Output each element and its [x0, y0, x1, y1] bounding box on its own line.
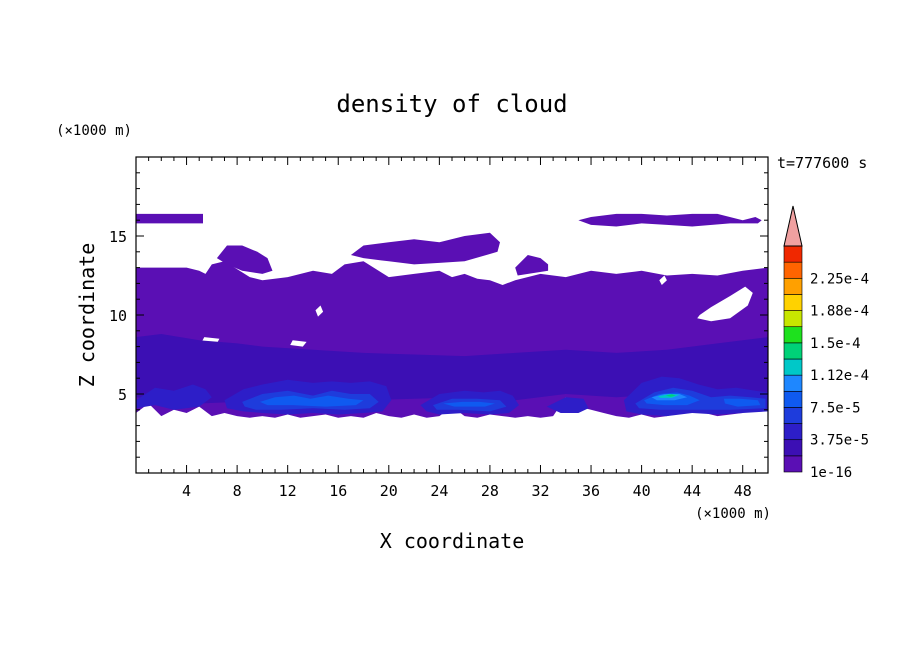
- colorbar-swatch: [783, 294, 803, 311]
- colorbar-swatch: [783, 326, 803, 344]
- x-axis-ticks: 4 8 12 16 20 24 28 32 36 40 44 48: [148, 157, 756, 500]
- x-unit-label: (×1000 m): [695, 506, 771, 522]
- y-axis-label: Z coordinate: [75, 243, 99, 388]
- colorbar-swatch: [783, 423, 803, 441]
- colorbar-label: 1.5e-4: [810, 336, 861, 352]
- x-tick-label: 4: [182, 482, 191, 500]
- x-axis-label: X coordinate: [380, 529, 525, 553]
- cloud-region-level-4: [443, 401, 495, 407]
- y-axis-ticks: 5 10 15: [109, 172, 768, 458]
- x-tick-label: 40: [633, 482, 651, 500]
- colorbar-label: 1e-16: [810, 465, 852, 481]
- colorbar-swatch: [783, 390, 803, 408]
- colorbar-swatch: [783, 455, 803, 473]
- cloud-region-level-7: [665, 394, 676, 397]
- colorbar-label: 1.12e-4: [810, 368, 869, 384]
- clear-sky-gap: [315, 305, 324, 317]
- clear-sky-gap: [659, 275, 667, 285]
- x-tick-label: 28: [481, 482, 499, 500]
- cloud-density-contours: [136, 213, 768, 418]
- x-tick-label: 36: [582, 482, 600, 500]
- cloud-region-level-0: [216, 245, 273, 274]
- colorbar: 1e-16 3.75e-5 7.5e-5 1.12e-4 1.5e-4 1.88e-4 2.…: [783, 205, 869, 481]
- y-tick-label: 10: [109, 307, 127, 325]
- cloud-region-level-2: [546, 397, 589, 413]
- y-tick-label: 5: [118, 386, 127, 404]
- colorbar-label: 1.88e-4: [810, 304, 869, 320]
- cloud-region-level-2: [136, 384, 212, 410]
- time-label: t=777600 s: [777, 154, 867, 172]
- colorbar-swatch: [783, 342, 803, 360]
- cloud-region-level-4: [259, 395, 364, 407]
- clear-sky-gap: [290, 340, 307, 347]
- colorbar-swatch: [783, 374, 803, 392]
- colorbar-swatch: [783, 358, 803, 376]
- cloud-region-level-4: [723, 398, 761, 407]
- colorbar-label: 2.25e-4: [810, 271, 869, 287]
- colorbar-swatch: [783, 439, 803, 457]
- cloud-region-level-0: [515, 255, 549, 276]
- colorbar-swatch: [783, 277, 803, 295]
- cloud-region-level-0: [136, 213, 203, 224]
- chart-title: density of cloud: [336, 90, 567, 118]
- x-tick-label: 32: [531, 482, 549, 500]
- x-tick-label: 24: [430, 482, 448, 500]
- x-tick-label: 16: [329, 482, 347, 500]
- x-tick-label: 20: [380, 482, 398, 500]
- colorbar-swatch: [783, 407, 803, 424]
- x-tick-label: 8: [233, 482, 242, 500]
- y-tick-label: 15: [109, 228, 127, 246]
- colorbar-label: 3.75e-5: [810, 433, 869, 449]
- cloud-region-level-0: [350, 232, 500, 265]
- colorbar-swatch: [783, 310, 803, 328]
- x-tick-label: 12: [279, 482, 297, 500]
- colorbar-label: 7.5e-5: [810, 400, 861, 416]
- colorbar-swatch: [783, 261, 803, 279]
- colorbar-extend-arrow: [783, 205, 803, 247]
- clear-sky-gap: [697, 286, 753, 322]
- colorbar-swatch: [783, 245, 803, 263]
- x-tick-label: 44: [683, 482, 701, 500]
- cloud-region-level-0: [578, 213, 762, 227]
- x-tick-label: 48: [734, 482, 752, 500]
- y-unit-label: (×1000 m): [56, 123, 132, 139]
